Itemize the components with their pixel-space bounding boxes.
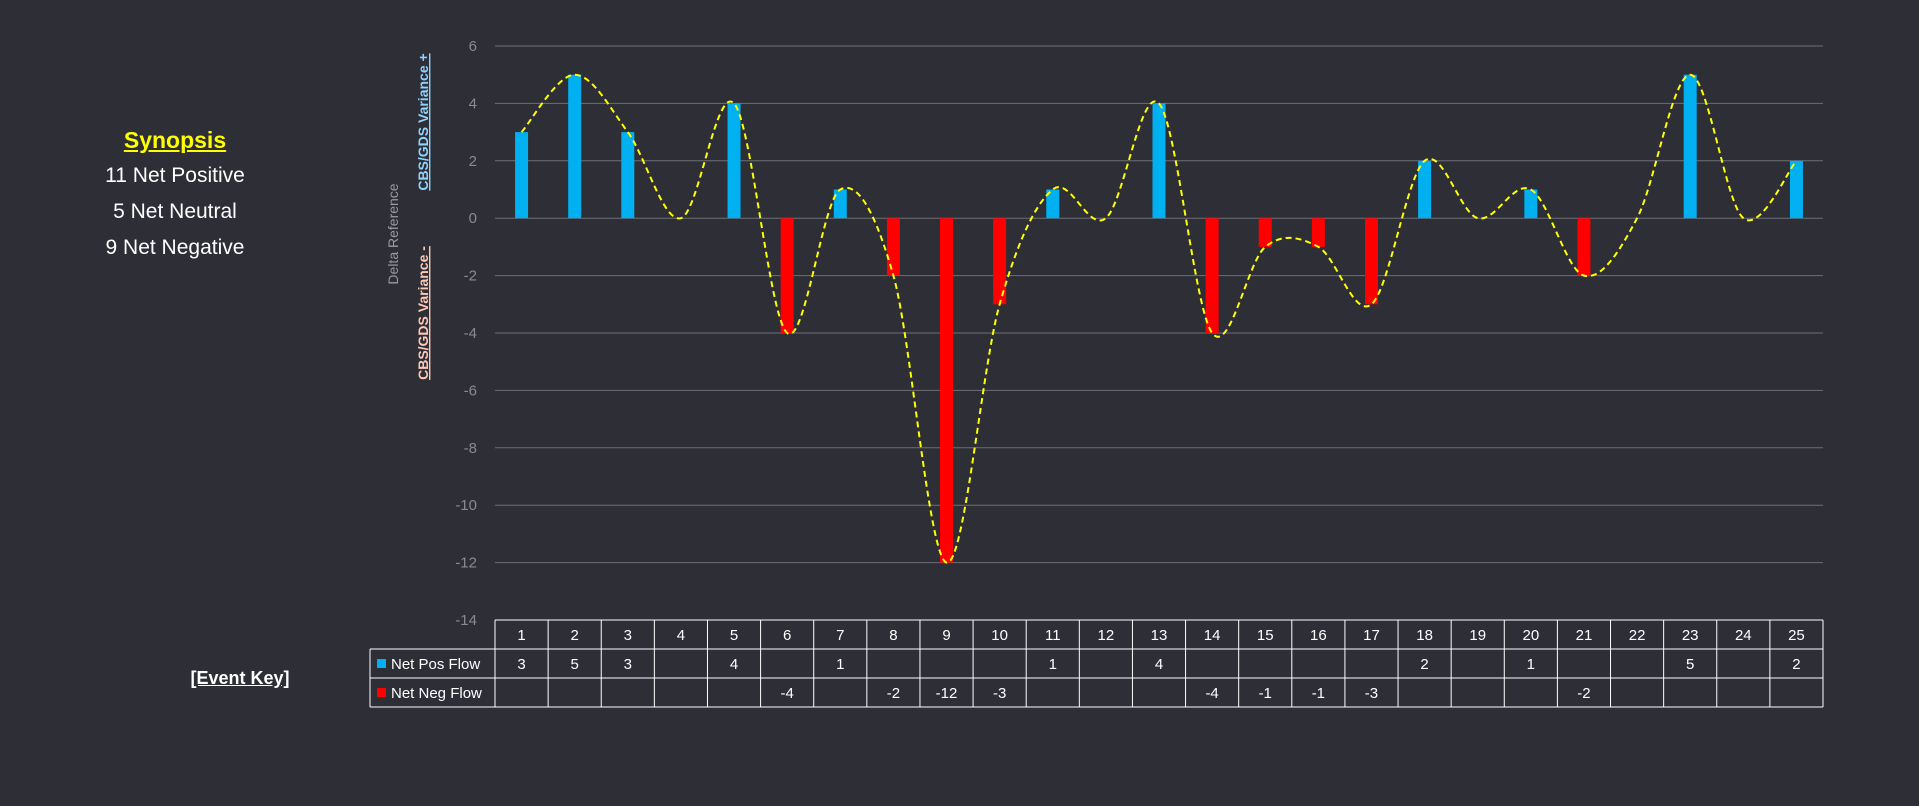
synopsis-title: Synopsis xyxy=(123,127,227,153)
table-cell-net-neg: -2 xyxy=(887,685,900,702)
table-cell-net-pos: 4 xyxy=(730,656,738,673)
table-cell-net-neg: -4 xyxy=(1205,685,1218,702)
table-category-label: 5 xyxy=(730,627,738,644)
table-category-label: 23 xyxy=(1682,627,1699,644)
table-cell-net-pos: 5 xyxy=(1686,656,1694,673)
table-category-label: 12 xyxy=(1098,627,1115,644)
legend-swatch-net-neg xyxy=(377,688,386,697)
table-cell-net-pos: 3 xyxy=(517,656,525,673)
table-category-label: 15 xyxy=(1257,627,1274,644)
table-category-label: 17 xyxy=(1363,627,1380,644)
bar-net-pos xyxy=(568,74,582,219)
table-category-label: 25 xyxy=(1788,627,1805,644)
table-category-label: 6 xyxy=(783,627,791,644)
bar-net-neg xyxy=(1258,218,1272,247)
y-tick-label: -2 xyxy=(464,268,477,285)
table-row-label-net-neg: Net Neg Flow xyxy=(391,685,482,702)
y-tick-label: -12 xyxy=(455,555,477,572)
bar-net-neg xyxy=(1364,218,1378,305)
y-tick-label: 2 xyxy=(469,153,477,170)
table-cell-net-neg: -1 xyxy=(1259,685,1272,702)
table-category-label: 20 xyxy=(1522,627,1539,644)
y-tick-label: -14 xyxy=(455,612,477,629)
y-tick-label: -8 xyxy=(464,440,477,457)
table-cell-net-pos: 1 xyxy=(1527,656,1535,673)
event-key-label: [Event Key] xyxy=(190,668,290,688)
bar-net-pos xyxy=(1046,189,1060,219)
table-category-label: 16 xyxy=(1310,627,1327,644)
synopsis-net-positive: 11 Net Positive xyxy=(105,164,245,187)
bar-net-neg xyxy=(1577,218,1591,276)
synopsis-panel: Synopsis 11 Net Positive 5 Net Neutral 9… xyxy=(60,122,290,266)
table-category-label: 2 xyxy=(571,627,579,644)
table-category-label: 11 xyxy=(1045,627,1061,644)
synopsis-net-neutral: 5 Net Neutral xyxy=(113,200,237,223)
table-category-label: 13 xyxy=(1151,627,1168,644)
legend-swatch-net-pos xyxy=(377,659,386,668)
bar-net-neg xyxy=(1205,218,1219,333)
table-row-label-net-pos: Net Pos Flow xyxy=(391,656,480,673)
table-cell-net-pos: 1 xyxy=(836,656,844,673)
table-category-label: 22 xyxy=(1629,627,1646,644)
table-cell-net-pos: 5 xyxy=(571,656,579,673)
table-category-label: 18 xyxy=(1416,627,1433,644)
bar-net-pos xyxy=(727,103,741,219)
bar-net-pos xyxy=(1789,160,1803,219)
table-category-label: 8 xyxy=(889,627,897,644)
bar-net-pos xyxy=(1418,160,1432,219)
bar-net-pos xyxy=(621,132,635,219)
table-category-label: 19 xyxy=(1469,627,1486,644)
table-cell-net-pos: 3 xyxy=(624,656,632,673)
bar-net-neg xyxy=(940,218,954,563)
bar-net-neg xyxy=(1311,218,1325,247)
synopsis-net-negative: 9 Net Negative xyxy=(105,236,245,259)
bar-net-neg xyxy=(780,218,794,333)
y-tick-label: 4 xyxy=(469,95,477,112)
y-tick-label: -10 xyxy=(455,497,477,514)
y-tick-label: 6 xyxy=(469,38,477,55)
bar-net-pos xyxy=(1524,189,1538,219)
y-axis-negative-label: CBS/GDS Variance - xyxy=(415,246,431,380)
bar-net-pos xyxy=(1683,74,1697,219)
table-cell-net-neg: -1 xyxy=(1312,685,1325,702)
table-cell-net-neg: -3 xyxy=(1365,685,1378,702)
bar-net-pos xyxy=(515,132,529,219)
table-category-label: 10 xyxy=(991,627,1008,644)
table-cell-net-pos: 1 xyxy=(1049,656,1057,673)
table-cell-net-neg: -12 xyxy=(936,685,958,702)
bar-net-neg xyxy=(886,218,900,276)
table-category-label: 9 xyxy=(942,627,950,644)
bar-net-pos xyxy=(1152,103,1166,219)
y-tick-label: 0 xyxy=(469,210,477,227)
bar-net-neg xyxy=(993,218,1007,305)
table-cell-net-pos: 2 xyxy=(1792,656,1800,673)
table-category-label: 4 xyxy=(677,627,685,644)
y-tick-label: -6 xyxy=(464,382,477,399)
table-category-label: 7 xyxy=(836,627,844,644)
trend-line xyxy=(520,73,1798,564)
y-axis-reference-label: Delta Reference xyxy=(385,183,401,284)
table-category-label: 14 xyxy=(1204,627,1221,644)
table-category-label: 21 xyxy=(1576,627,1593,644)
table-cell-net-neg: -3 xyxy=(993,685,1006,702)
table-category-label: 1 xyxy=(517,627,525,644)
y-tick-label: -4 xyxy=(464,325,477,342)
table-cell-net-neg: -2 xyxy=(1577,685,1590,702)
table-category-label: 3 xyxy=(624,627,632,644)
table-cell-net-pos: 2 xyxy=(1420,656,1428,673)
bar-net-pos xyxy=(833,189,847,219)
table-cell-net-neg: -4 xyxy=(780,685,793,702)
table-category-label: 24 xyxy=(1735,627,1752,644)
y-axis-positive-label: CBS/GDS Variance + xyxy=(415,53,431,190)
table-cell-net-pos: 4 xyxy=(1155,656,1163,673)
